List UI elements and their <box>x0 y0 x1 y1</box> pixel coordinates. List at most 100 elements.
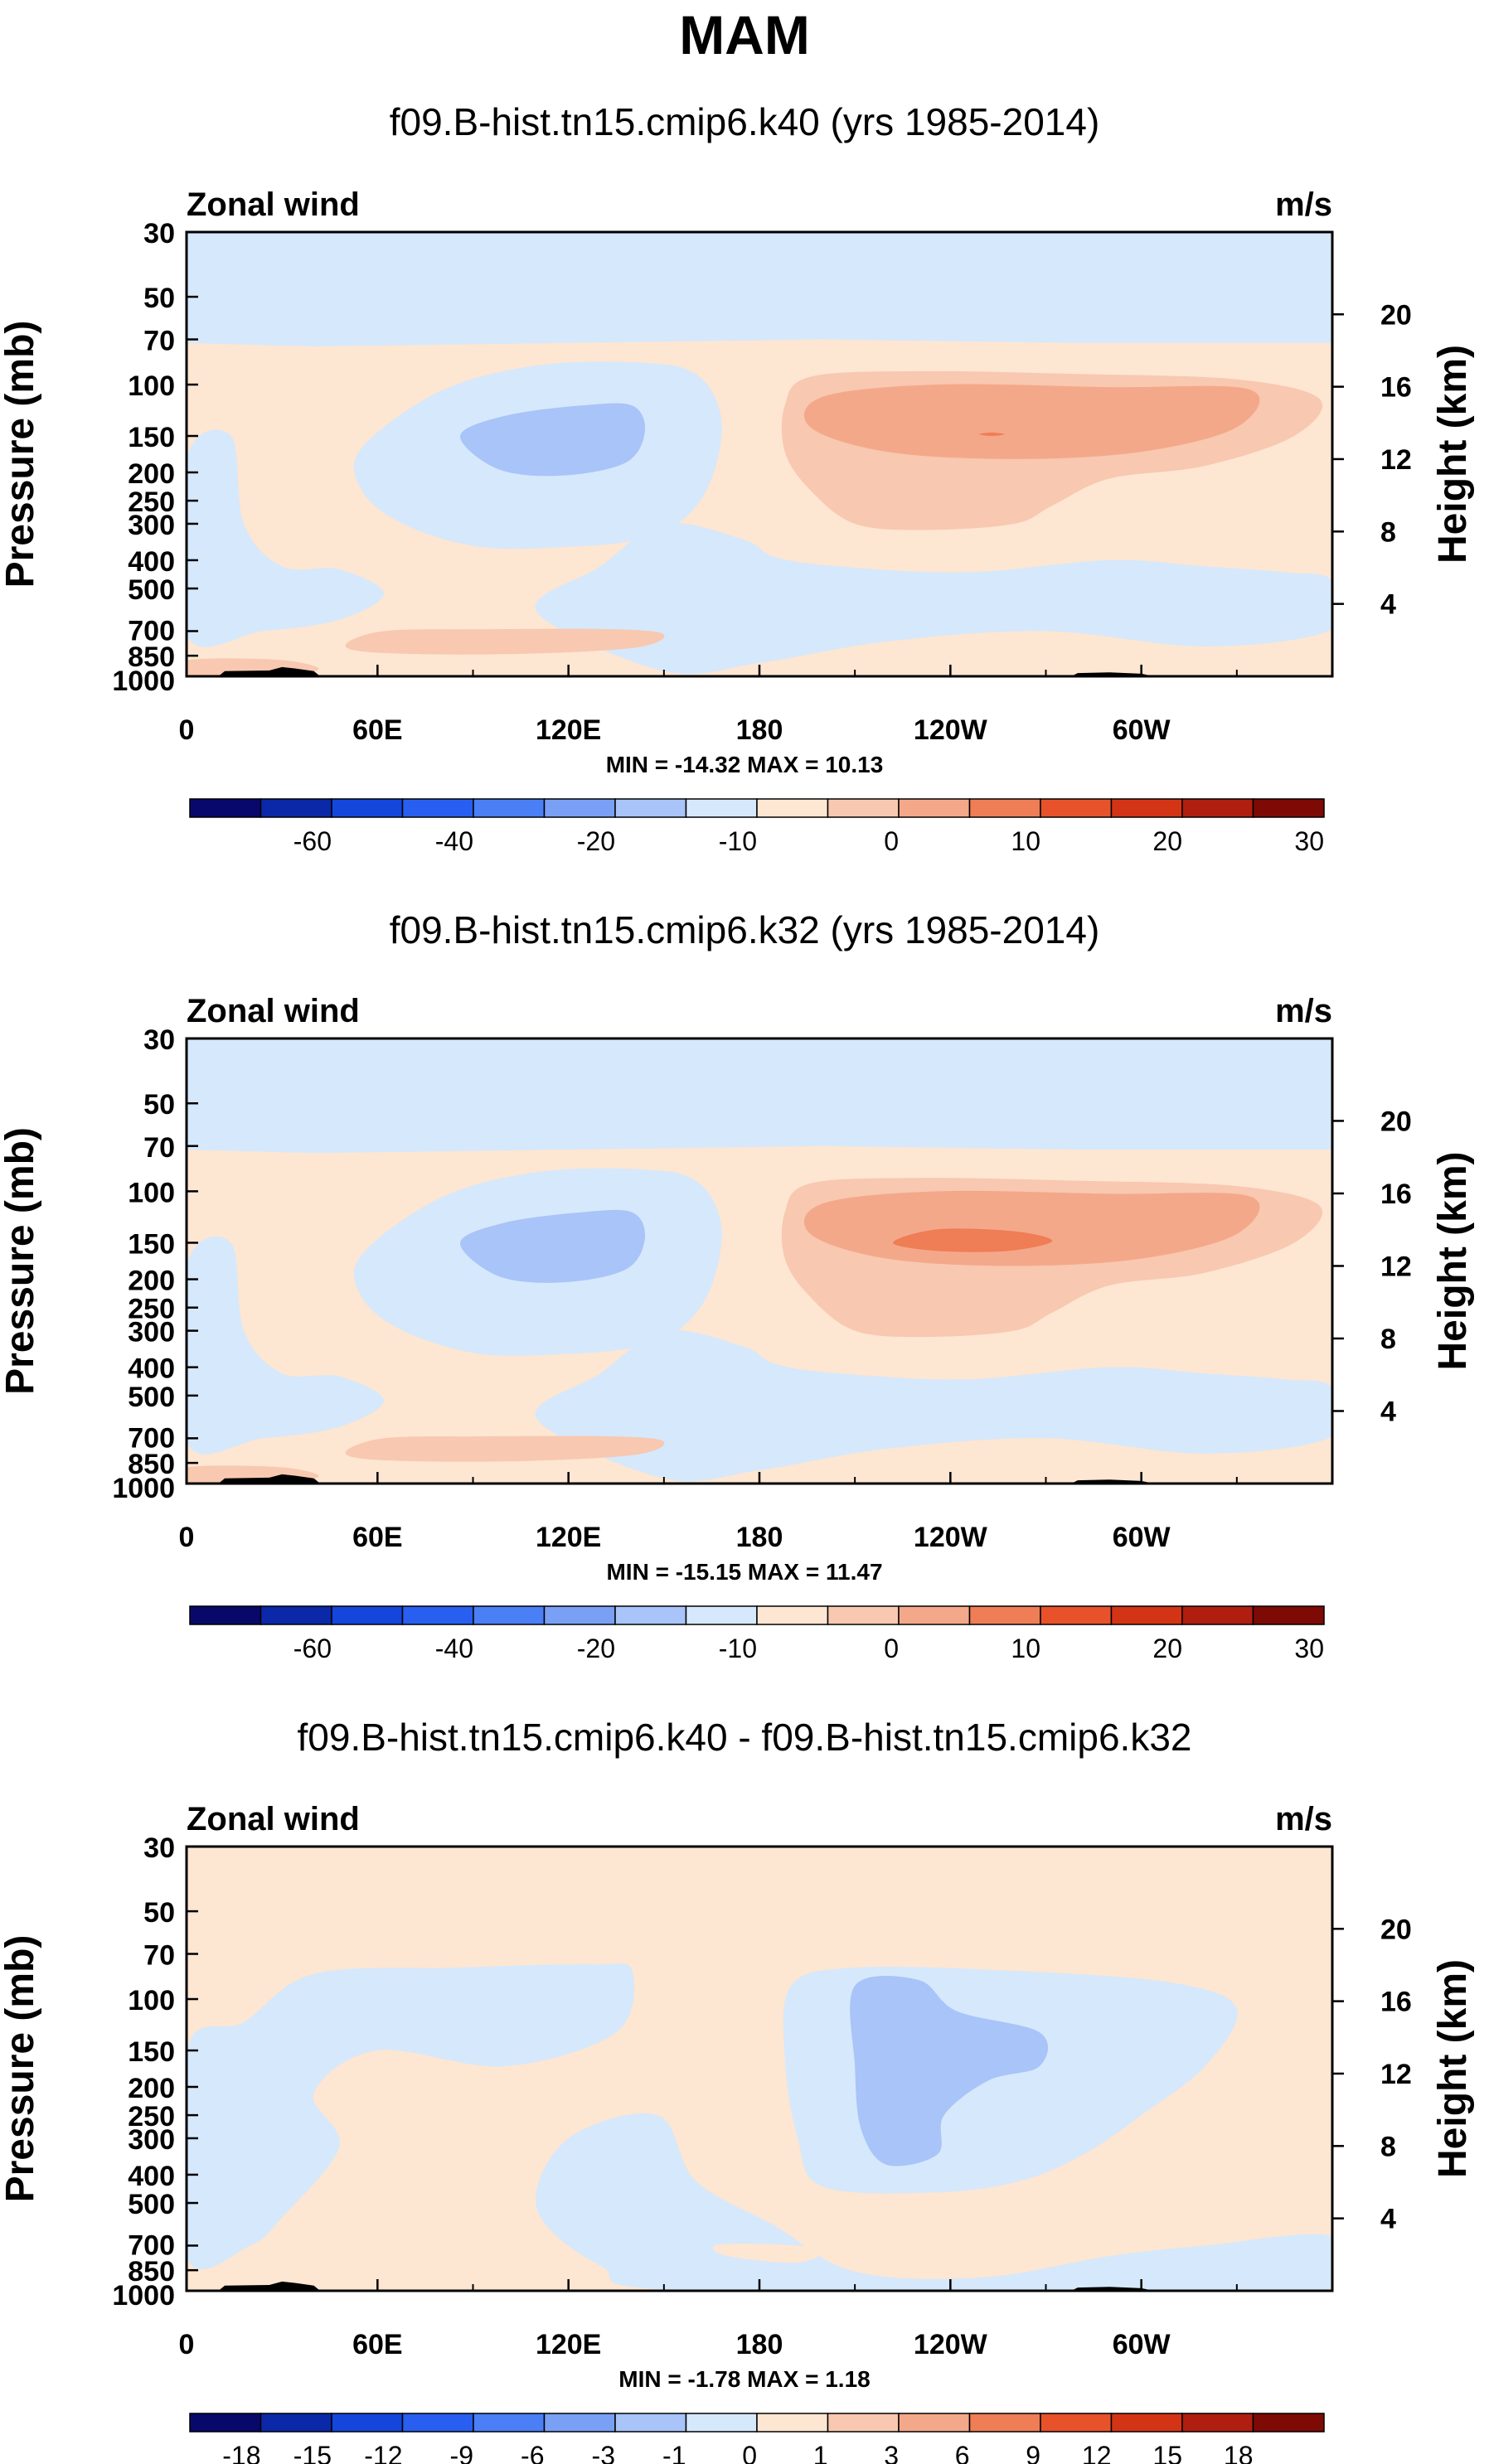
panel-2-colorbar-box-12 <box>968 1605 1041 1625</box>
panel-3-y2tick-label-12: 12 <box>1380 2059 1412 2090</box>
panel-1-xtick-label-180: 180 <box>736 714 783 746</box>
panel-1: f09.B-hist.tn15.cmip6.k40 (yrs 1985-2014… <box>0 100 1475 856</box>
panel-2-ytick-label-850: 850 <box>128 1449 175 1480</box>
panel-2-stats: MIN = -15.15 MAX = 11.47 <box>606 1559 882 1585</box>
panel-3-colorbar-box-6 <box>543 2413 616 2433</box>
panel-3-ytick-label-30: 30 <box>143 1832 175 1864</box>
panel-2-colorbar-label-3: -20 <box>577 1634 615 1663</box>
panel-2-colorbar-label-4: -10 <box>719 1634 757 1663</box>
panel-3-ytick-label-70: 70 <box>143 1940 175 1972</box>
panel-3-ytick-label-250: 250 <box>128 2101 175 2132</box>
panel-3-ytick-label-100: 100 <box>128 1985 175 2016</box>
panel-2-colorbar-box-11 <box>898 1605 971 1625</box>
panel-2-contour-7 <box>345 1435 665 1462</box>
panel-2-ytick-label-50: 50 <box>143 1089 175 1121</box>
panel-1-colorbar-label-5: 0 <box>884 826 899 856</box>
panel-1-y2label: Height (km) <box>1431 345 1475 564</box>
panel-2-contour-10 <box>893 1228 1053 1252</box>
panel-2-terrain-1 <box>218 1474 321 1484</box>
panel-1-ytick-label-250: 250 <box>128 487 175 518</box>
panel-2-contour-4 <box>535 1329 1332 1482</box>
panel-2-xtick-label-180: 180 <box>736 1522 783 1553</box>
panel-1-contour-2 <box>187 429 384 647</box>
panel-3-colorbar-box-4 <box>401 2413 474 2433</box>
panel-1-colorbar-label-3: -20 <box>577 826 615 856</box>
panel-3-xtick-label-120W: 120W <box>914 2329 988 2360</box>
panel-3-units-label: m/s <box>1275 1801 1332 1837</box>
panel-2-contour-2 <box>187 1237 384 1455</box>
panel-1-colorbar-box-2 <box>259 798 332 818</box>
panel-3-colorbar-label-15: 18 <box>1224 2441 1254 2464</box>
panel-3-colorbar-box-7 <box>614 2413 687 2433</box>
panel-1-ytick-label-100: 100 <box>128 370 175 402</box>
panel-2-ytick-label-400: 400 <box>128 1353 175 1385</box>
panel-3-colorbar-box-5 <box>473 2413 546 2433</box>
panel-3-ytick-label-200: 200 <box>128 2073 175 2104</box>
panel-2-ytick-label-30: 30 <box>143 1024 175 1056</box>
panel-3-ytick-label-300: 300 <box>128 2124 175 2156</box>
panel-2-colorbar-box-15 <box>1181 1605 1254 1625</box>
panel-3-ylabel: Pressure (mb) <box>0 1935 42 2203</box>
panel-3-colorbar-label-1: -18 <box>222 2441 260 2464</box>
panel-1-xtick-label-120W: 120W <box>914 714 988 746</box>
panel-1-xtick-label-120E: 120E <box>536 714 601 746</box>
panel-1-stats: MIN = -14.32 MAX = 10.13 <box>606 752 884 777</box>
panel-1-xtick-label-0: 0 <box>179 714 195 746</box>
panel-3-colorbar-label-10: 3 <box>884 2441 899 2464</box>
panel-3-plot-area <box>187 1847 1332 2291</box>
panel-2-ytick-label-150: 150 <box>128 1228 175 1260</box>
panel-2-colorbar-label-8: 30 <box>1294 1634 1324 1663</box>
panel-1-colorbar-box-9 <box>756 798 829 818</box>
panel-1-colorbar-box-1 <box>189 798 262 818</box>
panel-1-colorbar-box-7 <box>614 798 687 818</box>
panel-1-contour-4 <box>535 523 1332 675</box>
panel-2-colorbar-box-13 <box>1040 1605 1113 1625</box>
panel-2-colorbar-label-2: -40 <box>435 1634 473 1663</box>
panel-2-colorbar-label-1: -60 <box>293 1634 332 1663</box>
panel-3-ytick-label-500: 500 <box>128 2189 175 2220</box>
panel-2-title: f09.B-hist.tn15.cmip6.k32 (yrs 1985-2014… <box>390 908 1100 951</box>
panel-3-colorbar-box-15 <box>1181 2413 1254 2433</box>
panel-2-colorbar-box-16 <box>1252 1605 1325 1625</box>
panel-1-y2tick-label-12: 12 <box>1380 444 1412 476</box>
panel-1-colorbar-box-12 <box>968 798 1041 818</box>
panel-2-ylabel: Pressure (mb) <box>0 1127 42 1395</box>
panel-1-xtick-label-60W: 60W <box>1113 714 1171 746</box>
panel-1-ytick-label-200: 200 <box>128 458 175 490</box>
panel-2-y2tick-label-12: 12 <box>1380 1251 1412 1282</box>
panel-2-colorbar-box-3 <box>331 1605 404 1625</box>
panel-3-colorbar-label-12: 9 <box>1026 2441 1040 2464</box>
panel-2-variable-label: Zonal wind <box>187 993 360 1029</box>
panel-1-y2tick-label-16: 16 <box>1380 372 1412 404</box>
panel-2-xtick-label-0: 0 <box>179 1522 195 1553</box>
panel-3-colorbar-box-11 <box>898 2413 971 2433</box>
panel-3-xtick-label-120E: 120E <box>536 2329 601 2360</box>
panel-3-ytick-label-1000: 1000 <box>112 2280 175 2312</box>
panel-2-colorbar-box-8 <box>685 1605 758 1625</box>
panel-3-y2tick-label-8: 8 <box>1380 2131 1396 2162</box>
panel-2-xtick-label-120E: 120E <box>536 1522 601 1553</box>
panel-1-y2tick-label-4: 4 <box>1380 589 1396 621</box>
panel-1-ytick-label-850: 850 <box>128 641 175 673</box>
panel-2-plot-area <box>187 1038 1332 1484</box>
panel-3-colorbar-box-16 <box>1252 2413 1325 2433</box>
panel-3-colorbar-label-4: -9 <box>450 2441 473 2464</box>
panel-1-ytick-label-400: 400 <box>128 546 175 578</box>
panel-2-colorbar-box-6 <box>543 1605 616 1625</box>
panel-3-colorbar-label-8: 0 <box>742 2441 757 2464</box>
panel-3-colorbar-label-3: -12 <box>364 2441 402 2464</box>
panel-3-xtick-label-180: 180 <box>736 2329 783 2360</box>
panel-2-ytick-label-300: 300 <box>128 1317 175 1348</box>
panel-3-contour-1 <box>187 1847 1332 2291</box>
panel-3-colorbar-label-6: -3 <box>592 2441 615 2464</box>
panel-1-ylabel: Pressure (mb) <box>0 321 42 588</box>
panel-1-colorbar-box-8 <box>685 798 758 818</box>
panel-2-y2tick-label-4: 4 <box>1380 1396 1396 1427</box>
panel-3-contour-6 <box>712 2243 825 2263</box>
panel-2-ytick-label-1000: 1000 <box>112 1473 175 1504</box>
panel-3-xtick-label-60E: 60E <box>352 2329 403 2360</box>
panel-2-xtick-label-60E: 60E <box>352 1522 403 1553</box>
panel-2: f09.B-hist.tn15.cmip6.k32 (yrs 1985-2014… <box>0 908 1475 1663</box>
panel-2-y2tick-label-8: 8 <box>1380 1324 1396 1355</box>
